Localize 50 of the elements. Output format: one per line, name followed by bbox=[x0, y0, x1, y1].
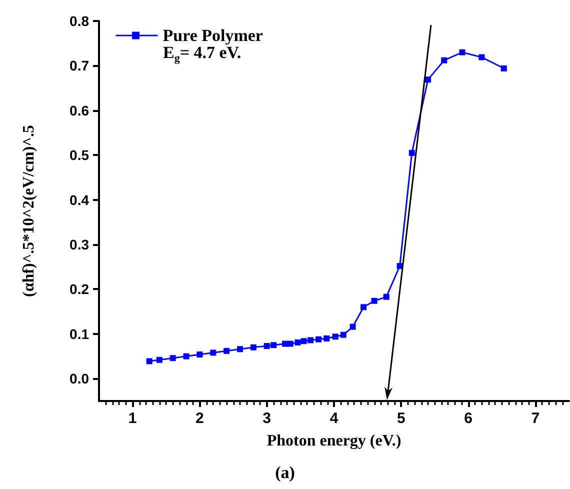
point bbox=[408, 150, 415, 156]
point bbox=[340, 332, 346, 338]
y-tick-label: 0.1 bbox=[70, 326, 90, 342]
point bbox=[308, 337, 314, 344]
point bbox=[156, 356, 162, 363]
text: (a) bbox=[275, 463, 295, 482]
point bbox=[170, 355, 176, 362]
y-tick-label: 0.2 bbox=[70, 281, 90, 298]
x-tick-label: 5 bbox=[396, 410, 406, 427]
y-tick-label: 0.3 bbox=[70, 236, 90, 253]
x-tick-label: 1 bbox=[128, 410, 137, 427]
point bbox=[425, 76, 431, 83]
y-tick-label: 0.0 bbox=[70, 370, 90, 387]
point bbox=[183, 353, 190, 360]
x-tick-label: 3 bbox=[262, 410, 272, 427]
point bbox=[371, 298, 378, 304]
y-tick-label: 0.4 bbox=[70, 192, 90, 208]
point bbox=[270, 342, 277, 348]
point bbox=[210, 350, 216, 356]
x-tick-label: 7 bbox=[531, 410, 540, 427]
y-tick-label: 0.6 bbox=[70, 102, 90, 118]
point bbox=[316, 336, 322, 342]
legend-label: Pure Polymer bbox=[162, 26, 264, 45]
x-tick-label: 2 bbox=[196, 410, 204, 427]
x-tick-label: 4 bbox=[330, 410, 339, 427]
point bbox=[500, 65, 507, 72]
x-tick-label: 6 bbox=[464, 410, 472, 427]
point bbox=[287, 340, 294, 347]
point bbox=[300, 338, 307, 344]
point bbox=[441, 57, 448, 64]
point bbox=[459, 49, 466, 56]
point bbox=[196, 352, 203, 358]
point bbox=[224, 348, 230, 354]
point bbox=[282, 340, 288, 347]
y-tick-label: 0.7 bbox=[70, 58, 90, 74]
point bbox=[332, 334, 338, 340]
point bbox=[324, 335, 330, 342]
point bbox=[360, 304, 367, 310]
point bbox=[294, 339, 301, 346]
x-axis-title: Photon energy (eV.) bbox=[266, 432, 402, 450]
point bbox=[146, 358, 152, 364]
point bbox=[237, 346, 243, 352]
point bbox=[250, 344, 256, 350]
y-tick-label: 0.8 bbox=[70, 13, 90, 29]
y-axis-title: (αhf)^.5*10^2(eV/cm)^.5 bbox=[20, 125, 38, 297]
point bbox=[383, 294, 390, 300]
point bbox=[478, 54, 485, 60]
y-tick-label: 0.5 bbox=[70, 147, 90, 164]
point bbox=[350, 324, 356, 330]
point bbox=[264, 343, 270, 350]
